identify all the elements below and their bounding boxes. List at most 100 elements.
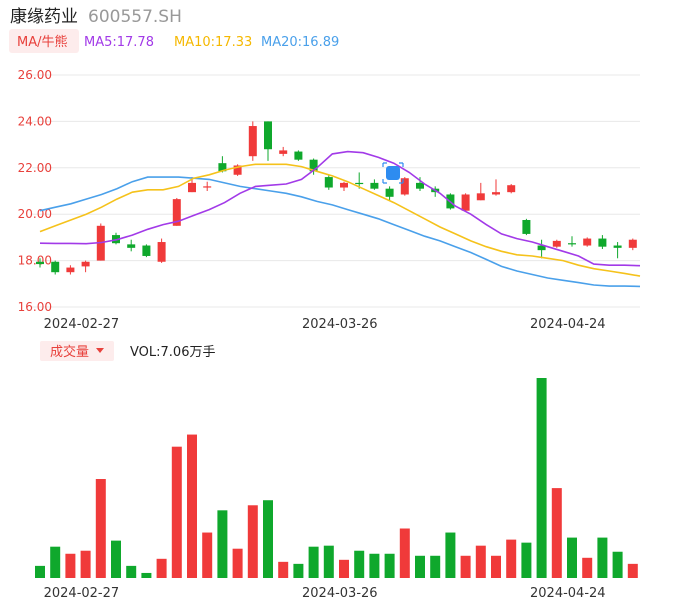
volume-x-axis: 2024-02-27 2024-03-26 2024-04-24 bbox=[44, 586, 606, 601]
volume-bar bbox=[491, 555, 501, 578]
volume-tag[interactable]: 成交量 bbox=[50, 344, 89, 360]
candle-body bbox=[522, 220, 531, 234]
x-tick-label: 2024-04-24 bbox=[530, 586, 606, 601]
volume-bar bbox=[415, 555, 425, 578]
volume-bar bbox=[217, 510, 228, 578]
candle-body bbox=[492, 192, 500, 195]
x-tick-label: 2024-02-27 bbox=[44, 317, 120, 332]
candle-body bbox=[355, 182, 364, 185]
candle-body bbox=[370, 182, 379, 189]
ma-tag-box[interactable] bbox=[9, 29, 79, 53]
volume-bar bbox=[80, 550, 91, 578]
volume-bar bbox=[567, 537, 577, 578]
volume-bar bbox=[521, 542, 532, 578]
candle-body bbox=[507, 185, 516, 193]
candle-body bbox=[309, 159, 318, 172]
volume-bar bbox=[506, 539, 517, 578]
volume-bar bbox=[308, 546, 319, 578]
candle-body bbox=[583, 238, 592, 246]
y-tick-label: 26.00 bbox=[18, 68, 52, 82]
volume-bar bbox=[460, 555, 471, 578]
volume-bars bbox=[35, 378, 638, 578]
volume-bar bbox=[232, 548, 243, 578]
x-tick-label: 2024-03-26 bbox=[302, 586, 378, 601]
candle-body bbox=[264, 121, 272, 150]
candle-body bbox=[51, 261, 60, 273]
volume-bar bbox=[263, 500, 273, 578]
y-tick-label: 16.00 bbox=[18, 300, 52, 314]
price-x-axis: 2024-02-27 2024-03-26 2024-04-24 bbox=[44, 317, 606, 332]
volume-bar bbox=[278, 561, 289, 578]
candle-body bbox=[203, 186, 212, 188]
stock-code: 600557.SH bbox=[88, 7, 182, 27]
y-tick-label: 24.00 bbox=[18, 114, 52, 128]
candle-body bbox=[81, 261, 90, 267]
marker-icon[interactable] bbox=[382, 162, 404, 184]
candle-body bbox=[157, 242, 166, 262]
candle-body bbox=[598, 238, 607, 247]
ma10-line bbox=[39, 163, 641, 277]
volume-value: VOL:7.06万手 bbox=[130, 345, 215, 360]
chevron-down-icon[interactable] bbox=[96, 348, 104, 353]
ma-tag[interactable]: MA/牛熊 bbox=[17, 34, 68, 50]
volume-bar bbox=[597, 537, 608, 578]
price-grid bbox=[32, 74, 640, 308]
y-tick-label: 18.00 bbox=[18, 254, 52, 268]
candle-body bbox=[324, 177, 333, 188]
volume-bar bbox=[582, 557, 593, 578]
candle-body bbox=[294, 151, 303, 160]
candle-body bbox=[537, 245, 546, 251]
candle-body bbox=[36, 261, 44, 265]
volume-bar bbox=[612, 551, 623, 578]
volume-bar bbox=[475, 545, 486, 578]
candle-body bbox=[416, 182, 424, 189]
volume-bar bbox=[126, 565, 137, 578]
volume-bar bbox=[187, 434, 197, 578]
volume-tag-box[interactable] bbox=[40, 341, 114, 361]
candle-body bbox=[142, 245, 151, 256]
ma20-line bbox=[39, 176, 641, 288]
volume-bar bbox=[369, 553, 380, 578]
volume-bar bbox=[141, 572, 152, 578]
volume-bar bbox=[202, 532, 213, 578]
volume-bar bbox=[35, 565, 45, 578]
x-tick-label: 2024-04-24 bbox=[530, 317, 606, 332]
volume-bar bbox=[65, 553, 76, 578]
ma20-legend: MA20:16.89 bbox=[261, 35, 339, 50]
candle-body bbox=[218, 163, 227, 172]
volume-bar bbox=[156, 558, 167, 578]
ma5-line bbox=[39, 150, 641, 267]
volume-bar bbox=[111, 540, 121, 578]
candle-body bbox=[188, 182, 196, 193]
volume-bar bbox=[354, 550, 365, 578]
ma5-legend: MA5:17.78 bbox=[84, 35, 154, 50]
candle-body bbox=[461, 194, 470, 211]
candle-body bbox=[233, 165, 242, 175]
volume-bar bbox=[627, 563, 638, 578]
volume-bar bbox=[430, 555, 441, 578]
volume-bar bbox=[339, 559, 349, 578]
volume-bar bbox=[95, 479, 106, 578]
volume-bar bbox=[445, 532, 456, 578]
candle-body bbox=[279, 150, 288, 154]
volume-bar bbox=[323, 545, 334, 578]
candle-body bbox=[613, 245, 622, 248]
ma10-legend: MA10:17.33 bbox=[174, 35, 252, 50]
y-tick-label: 22.00 bbox=[18, 161, 52, 175]
volume-bar bbox=[293, 563, 304, 578]
moving-average-lines bbox=[39, 150, 641, 288]
volume-bar bbox=[50, 546, 61, 578]
volume-bar bbox=[171, 446, 182, 578]
candle-body bbox=[568, 243, 576, 245]
volume-bar bbox=[384, 553, 395, 578]
candle-body bbox=[476, 193, 485, 201]
candle-body bbox=[127, 244, 136, 248]
volume-bar bbox=[247, 505, 258, 578]
candle-body bbox=[400, 178, 409, 195]
x-tick-label: 2024-02-27 bbox=[44, 586, 120, 601]
volume-bar bbox=[551, 488, 562, 578]
volume-bar bbox=[536, 378, 547, 578]
candle-body bbox=[552, 240, 561, 247]
